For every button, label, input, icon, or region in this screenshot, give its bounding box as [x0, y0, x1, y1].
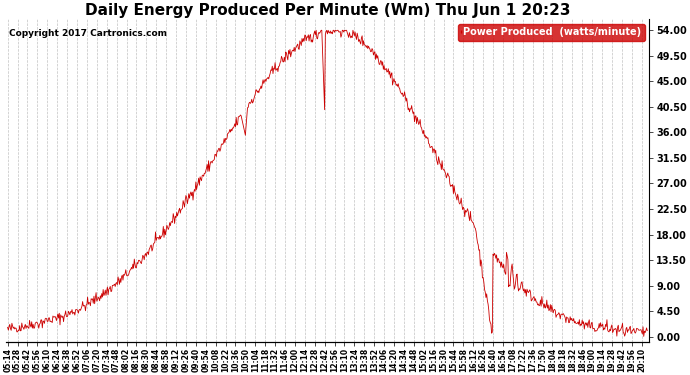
Text: Copyright 2017 Cartronics.com: Copyright 2017 Cartronics.com: [9, 28, 167, 38]
Title: Daily Energy Produced Per Minute (Wm) Thu Jun 1 20:23: Daily Energy Produced Per Minute (Wm) Th…: [85, 3, 570, 18]
Legend: Power Produced  (watts/minute): Power Produced (watts/minute): [457, 24, 644, 40]
